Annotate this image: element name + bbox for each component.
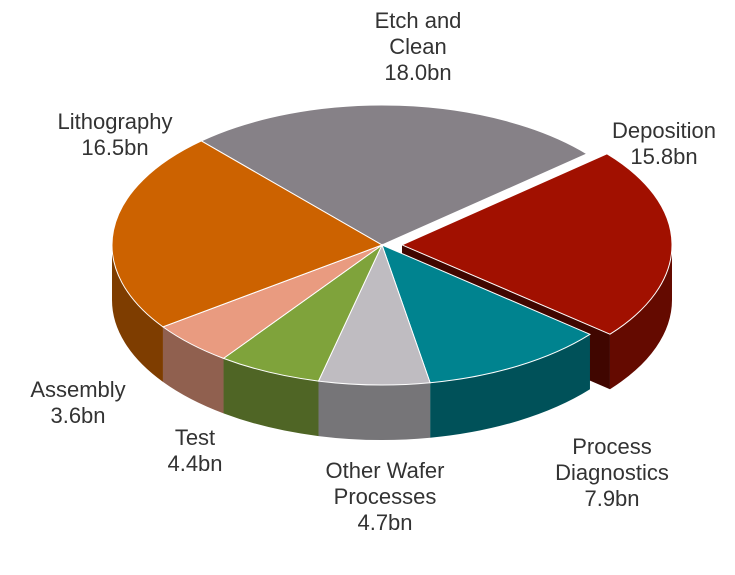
- slice-side: [430, 334, 590, 438]
- slice-side: [162, 326, 224, 414]
- value-label: 4.7bn: [357, 510, 413, 535]
- category-label: Etch and Clean: [374, 8, 462, 59]
- slice: [400, 153, 673, 335]
- slice-label: Deposition 15.8bn: [584, 118, 735, 170]
- category-label: Test: [174, 425, 216, 450]
- slice-label: Test 4.4bn: [135, 425, 255, 477]
- value-label: 4.4bn: [167, 451, 223, 476]
- category-label: Process Diagnostics: [555, 434, 669, 485]
- value-label: 7.9bn: [584, 486, 640, 511]
- slice: [200, 104, 589, 246]
- value-label: 16.5bn: [81, 135, 149, 160]
- category-label: Lithography: [57, 109, 173, 134]
- slice: [317, 243, 431, 386]
- slice-label: Etch and Clean 18.0bn: [343, 8, 493, 86]
- slice: [111, 140, 384, 328]
- category-label: Other Wafer Processes: [325, 458, 445, 509]
- slice-label: Other Wafer Processes 4.7bn: [305, 458, 465, 536]
- slice-side: [609, 244, 672, 390]
- slice: [381, 244, 592, 384]
- value-label: 15.8bn: [630, 144, 698, 169]
- slice-side: [112, 245, 163, 382]
- slice-side: [318, 381, 431, 440]
- category-label: Deposition: [612, 118, 716, 143]
- slice-label: Assembly 3.6bn: [3, 377, 153, 429]
- value-label: 3.6bn: [50, 403, 106, 428]
- slice-label: Lithography 16.5bn: [30, 109, 200, 161]
- category-label: Assembly: [30, 377, 126, 402]
- slice-label: Process Diagnostics 7.9bn: [532, 434, 692, 512]
- value-label: 18.0bn: [384, 60, 452, 85]
